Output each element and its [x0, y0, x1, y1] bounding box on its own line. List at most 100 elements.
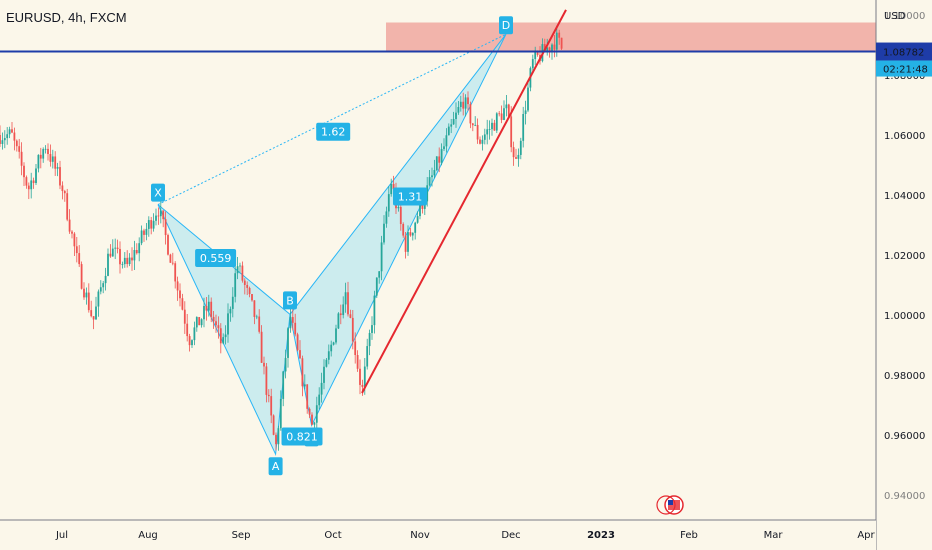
- candle-body: [236, 266, 239, 274]
- candle-body: [495, 113, 498, 131]
- candle-body: [479, 139, 481, 144]
- candle-body: [543, 44, 546, 51]
- candle-body: [71, 231, 73, 234]
- candle-body: [152, 220, 155, 229]
- candle-body: [11, 129, 13, 133]
- candle-body: [222, 337, 225, 344]
- candle-body: [291, 317, 294, 323]
- candle-body: [212, 316, 215, 322]
- candle-body: [411, 232, 414, 236]
- candle-body: [455, 112, 457, 120]
- candle-body: [469, 104, 472, 124]
- candle-body: [517, 154, 520, 159]
- candle-body: [476, 124, 479, 140]
- candle-body: [428, 177, 431, 186]
- point-label-b: [283, 291, 297, 310]
- candle-body: [167, 235, 169, 255]
- candle-body: [483, 134, 486, 140]
- candle-body: [207, 301, 210, 311]
- candle-body: [435, 156, 438, 171]
- candle-body: [474, 124, 477, 126]
- candle-body: [433, 170, 436, 176]
- us-flag-icon: [664, 495, 684, 515]
- point-text-x: X: [154, 187, 162, 200]
- ratio-text: 0.559: [200, 252, 232, 265]
- candle-body: [243, 280, 246, 285]
- point-text-d: D: [502, 19, 510, 32]
- point-label-x: [151, 183, 165, 202]
- point-text-b: B: [286, 294, 294, 307]
- candle-body: [248, 287, 251, 295]
- candle-body: [498, 113, 501, 115]
- price-tick: 1.04000: [884, 191, 925, 202]
- candle-body: [99, 287, 102, 292]
- candle-body: [102, 283, 105, 288]
- candle-body: [39, 154, 42, 159]
- candle-body: [507, 104, 510, 117]
- candle-body: [373, 295, 376, 326]
- candle-body: [515, 157, 517, 159]
- candle-body: [203, 305, 205, 320]
- candle-body: [510, 116, 513, 148]
- time-tick: Apr: [857, 530, 875, 541]
- candle-body: [335, 328, 337, 343]
- candle-body: [284, 357, 287, 372]
- candle-body: [356, 355, 359, 369]
- candle-body: [59, 167, 61, 186]
- candle-body: [359, 368, 361, 385]
- candle-body: [289, 317, 292, 329]
- candle-body: [270, 396, 273, 416]
- candle-body: [155, 215, 157, 221]
- candle-body: [294, 322, 297, 335]
- candle-body: [181, 298, 184, 310]
- candle-body: [138, 243, 141, 254]
- candle-body: [467, 97, 469, 105]
- candle-body: [392, 183, 395, 190]
- candle-body: [464, 97, 467, 109]
- symbol-title[interactable]: EURUSD, 4h, FXCM: [6, 10, 127, 25]
- candle-body: [390, 183, 393, 195]
- candle-body: [416, 216, 419, 223]
- candle-body: [61, 185, 64, 192]
- candle-body: [407, 232, 409, 252]
- time-tick: Aug: [138, 530, 158, 541]
- candle-body: [447, 126, 450, 136]
- time-tick: Oct: [324, 530, 341, 541]
- candle-body: [275, 434, 277, 445]
- candle-body: [183, 309, 186, 324]
- candle-body: [135, 250, 138, 254]
- candle-body: [251, 294, 253, 301]
- candle-body: [157, 215, 160, 217]
- candle-body: [246, 284, 249, 288]
- candle-body: [215, 321, 217, 326]
- candle-body: [80, 264, 83, 289]
- candle-body: [555, 32, 558, 50]
- candle-body: [548, 47, 551, 51]
- ratio-text: 0.821: [286, 431, 318, 444]
- candle-body: [6, 134, 9, 139]
- candle-body: [450, 124, 453, 127]
- candle-body: [313, 422, 316, 425]
- candle-body: [255, 316, 258, 318]
- time-tick: Sep: [232, 530, 251, 541]
- candle-body: [85, 292, 88, 298]
- candle-body: [308, 408, 311, 415]
- price-tick-bottom-partial: 0.94000: [884, 491, 925, 502]
- candle-body: [385, 211, 388, 224]
- candle-body: [493, 122, 496, 131]
- candle-body: [169, 254, 172, 263]
- us-flag-icon-canton: [668, 500, 673, 505]
- candle-body: [279, 398, 282, 429]
- candle-body: [361, 384, 364, 387]
- candle-body: [459, 101, 462, 107]
- ratio-label: [281, 427, 323, 446]
- candle-body: [174, 263, 177, 282]
- candle-body: [90, 310, 93, 317]
- candle-body: [198, 317, 201, 326]
- candle-body: [500, 113, 503, 120]
- candle-body: [234, 273, 237, 297]
- candle-body: [20, 151, 23, 166]
- price-tick: 1.06000: [884, 131, 925, 142]
- candle-body: [126, 257, 129, 265]
